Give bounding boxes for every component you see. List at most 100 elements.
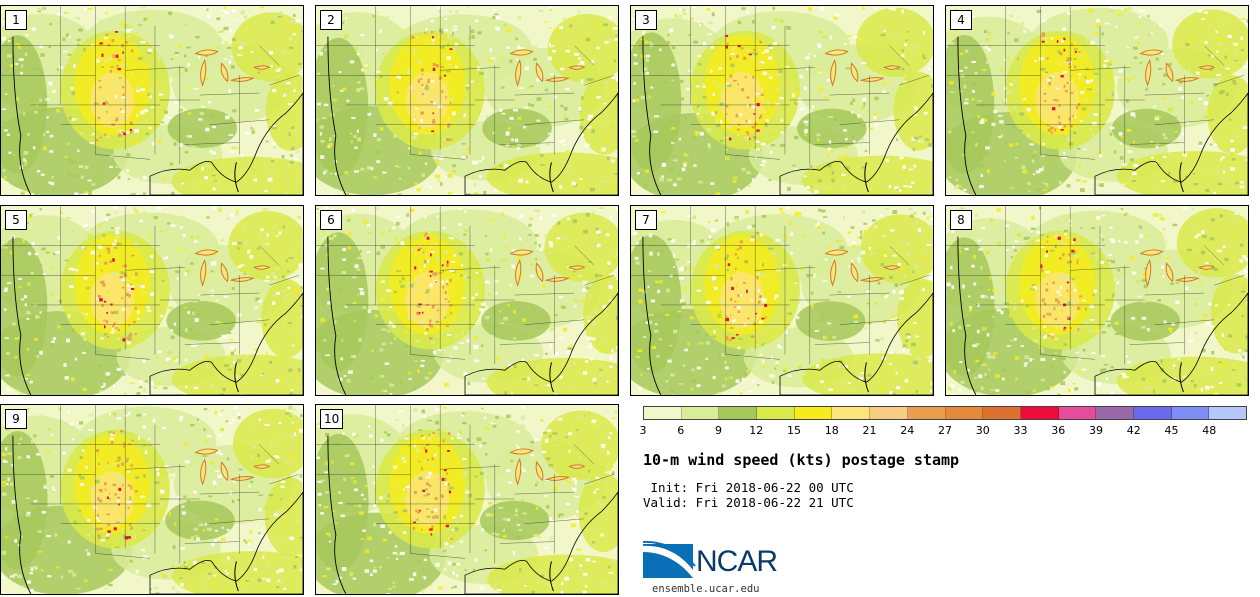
wind-max-spot xyxy=(432,36,434,39)
wind-speckle xyxy=(47,574,52,578)
wind-max-spot xyxy=(104,482,107,486)
wind-speckle xyxy=(297,216,302,219)
wind-speckle xyxy=(567,432,573,436)
wind-speckle xyxy=(564,87,570,91)
wind-speckle xyxy=(669,274,673,278)
wind-speckle xyxy=(726,82,730,86)
wind-speckle xyxy=(235,182,241,185)
wind-max-spot xyxy=(122,338,126,342)
wind-speckle xyxy=(18,246,21,249)
wind-speckle xyxy=(1150,32,1153,35)
wind-speckle xyxy=(328,143,333,147)
wind-speckle xyxy=(503,226,509,229)
wind-speckle xyxy=(1172,179,1178,183)
wind-speckle xyxy=(950,265,953,270)
wind-speckle xyxy=(827,147,832,151)
wind-speckle xyxy=(390,322,394,325)
wind-speckle xyxy=(15,573,18,576)
wind-speckle xyxy=(1105,381,1108,383)
wind-speckle xyxy=(1137,295,1142,298)
wind-speckle xyxy=(15,389,19,392)
wind-speckle xyxy=(633,62,638,65)
wind-speckle xyxy=(342,247,346,252)
wind-speckle xyxy=(460,316,466,320)
wind-speckle xyxy=(67,159,73,163)
wind-speckle xyxy=(155,157,161,160)
wind-speckle xyxy=(1048,84,1051,88)
wind-speckle xyxy=(224,570,227,573)
wind-speckle xyxy=(1111,9,1114,13)
wind-speckle xyxy=(428,471,432,476)
wind-speckle xyxy=(718,67,723,70)
wind-speckle xyxy=(411,67,416,70)
wind-speckle xyxy=(136,375,140,379)
wind-speckle xyxy=(1214,392,1218,395)
wind-speckle xyxy=(831,178,835,183)
wind-speckle xyxy=(892,289,896,294)
wind-speckle xyxy=(203,428,206,432)
wind-speckle xyxy=(996,241,1002,245)
wind-speckle xyxy=(1069,224,1072,227)
wind-speckle xyxy=(281,50,287,54)
wind-max-spot xyxy=(427,78,430,82)
wind-speckle xyxy=(183,306,188,309)
wind-speckle xyxy=(291,421,295,424)
wind-speckle xyxy=(117,348,121,352)
wind-speckle xyxy=(102,318,105,321)
wind-speckle xyxy=(467,438,470,442)
wind-speckle xyxy=(33,146,36,150)
wind-max-spot xyxy=(107,250,111,254)
wind-speckle xyxy=(334,320,337,324)
wind-speckle xyxy=(262,207,267,212)
wind-speckle xyxy=(987,352,991,356)
wind-speckle xyxy=(316,425,322,428)
wind-max-spot xyxy=(130,464,134,467)
wind-speckle xyxy=(464,229,469,232)
wind-speckle xyxy=(736,300,741,303)
wind-speckle xyxy=(470,177,474,180)
wind-max-spot xyxy=(731,337,735,340)
wind-speckle xyxy=(1067,72,1072,75)
florida-coast xyxy=(234,162,239,193)
wind-speckle xyxy=(759,320,763,324)
wind-speckle xyxy=(473,281,477,285)
wind-max-spot xyxy=(128,460,133,463)
wind-speckle xyxy=(364,66,370,69)
wind-speckle xyxy=(120,22,124,26)
wind-speckle xyxy=(501,258,507,261)
wind-speckle xyxy=(930,389,933,393)
wind-speckle xyxy=(998,136,1002,138)
wind-speckle xyxy=(757,289,760,293)
wind-speckle xyxy=(226,572,230,575)
great-lake xyxy=(850,262,859,283)
wind-speckle xyxy=(1230,147,1235,152)
wind-speckle xyxy=(209,237,213,240)
wind-speckle xyxy=(57,236,61,240)
wind-speckle xyxy=(471,150,476,153)
wind-speckle xyxy=(285,294,289,298)
wind-max-spot xyxy=(756,129,760,132)
wind-speckle xyxy=(323,153,328,157)
wind-speckle xyxy=(477,394,481,395)
wind-speckle xyxy=(365,110,370,113)
wind-speckle xyxy=(199,551,205,556)
wind-speckle xyxy=(822,97,825,100)
wind-speckle xyxy=(978,157,983,160)
wind-speckle xyxy=(449,37,453,41)
wind-speckle xyxy=(372,435,376,438)
wind-speckle xyxy=(832,336,836,339)
wind-speckle xyxy=(897,285,902,288)
wind-max-spot xyxy=(134,535,137,539)
wind-speckle xyxy=(245,580,249,582)
wind-speckle xyxy=(1103,64,1107,68)
wind-max-spot xyxy=(730,297,733,302)
wind-speckle xyxy=(164,110,168,114)
wind-speckle xyxy=(435,563,440,567)
west-coast xyxy=(957,236,977,395)
wind-speckle xyxy=(51,342,54,346)
wind-speckle xyxy=(1007,32,1010,35)
wind-speckle xyxy=(359,87,365,90)
wind-speckle xyxy=(14,97,20,102)
wind-speckle xyxy=(1090,79,1094,83)
wind-max-spot xyxy=(737,256,739,259)
